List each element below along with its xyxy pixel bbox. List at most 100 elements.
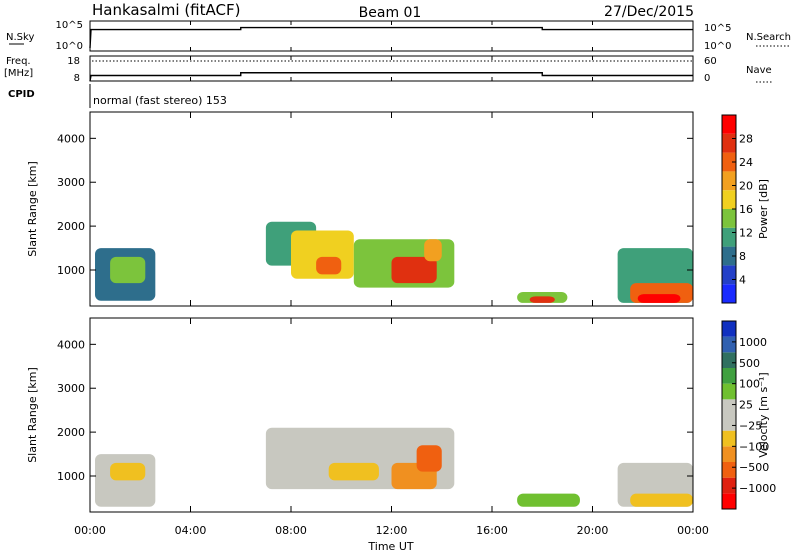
power-colorbar-segment: [722, 115, 736, 134]
power-echo-region: [637, 294, 681, 303]
power-y-axis: 1000 2000 3000 4000: [57, 132, 693, 277]
beam-title: Beam 01: [359, 5, 422, 21]
x-axis-label: Time UT: [367, 540, 413, 553]
power-colorbar-segment: [722, 209, 736, 228]
cpid-text: normal (fast stereo) 153: [93, 94, 227, 107]
power-colorbar-segment: [722, 152, 736, 172]
velocity-echo-region: [630, 493, 693, 507]
velocity-colorbar-segment: [722, 321, 736, 337]
nsky-panel: N.Sky 10^5 10^0 10^5 10^0 N.Search: [6, 20, 791, 52]
velocity-colorbar-segment: [722, 383, 736, 400]
power-colorbar-segment: [722, 265, 736, 285]
station-title: Hankasalmi (fitACF): [92, 1, 240, 19]
velocity-colorbar-segment: [722, 399, 736, 415]
velocity-colorbar-tick-label: 500: [739, 357, 760, 370]
velocity-colorbar-label: Velocity [m s⁻¹]: [757, 372, 770, 457]
velocity-colorbar-segment: [722, 430, 736, 447]
velocity-echo-region: [328, 462, 379, 481]
x-tick-label: 08:00: [275, 524, 307, 537]
cpid-label: CPID: [8, 89, 35, 100]
power-colorbar-tick-label: 8: [739, 250, 746, 263]
velocity-colorbar-frame: [721, 320, 737, 510]
velocity-colorbar-tick-label: −100: [739, 440, 769, 453]
nave-tick-top: 60: [704, 56, 717, 67]
power-colorbar-tick-label: 28: [739, 133, 753, 146]
power-colorbar-tick-label: 16: [739, 203, 753, 216]
velocity-colorbar-tick-label: 100: [739, 378, 760, 391]
power-colorbar-segment: [722, 227, 736, 247]
date-title: 27/Dec/2015: [604, 4, 694, 20]
nsearch-label: N.Search: [746, 32, 791, 43]
x-tick-label: 00:00: [74, 524, 106, 537]
velocity-echo-region: [517, 493, 580, 507]
velocity-colorbar-segment: [722, 493, 736, 509]
power-ytick-label: 4000: [57, 132, 85, 145]
nsky-series: [89, 26, 693, 49]
power-ytick-label: 1000: [57, 264, 85, 277]
freq-label: Freq.: [6, 56, 31, 67]
nave-tick-bottom: 0: [704, 73, 710, 84]
time-x-axis: 00:00 04:00 08:00 12:00 16:00 20:00 00:00: [74, 21, 709, 537]
power-colorbar-segment: [722, 171, 736, 191]
velocity-ytick-label: 2000: [57, 426, 85, 439]
velocity-colorbar-segment: [722, 415, 736, 431]
power-ytick-label: 3000: [57, 176, 85, 189]
velocity-colorbar-segment: [722, 446, 736, 462]
velocity-echo-region: [110, 462, 146, 481]
power-ytick-label: 2000: [57, 220, 85, 233]
velocity-colorbar-tick-label: −1000: [739, 482, 776, 495]
velocity-colorbar-tick-label: 1000: [739, 336, 767, 349]
power-echo-region: [110, 256, 146, 284]
power-echo-region: [316, 256, 342, 275]
velocity-heatmap-cells: [95, 427, 693, 507]
velocity-echo-region: [95, 454, 156, 507]
power-colorbar: 4 8 12 16 20 24 28: [721, 114, 753, 304]
x-tick-label: 00:00: [677, 524, 709, 537]
power-colorbar-segment: [722, 284, 736, 303]
nave-label: Nave: [746, 65, 772, 76]
velocity-panel: 1000 2000 3000 4000 Slant Range [km] 1000 50…: [26, 317, 776, 513]
x-tick-label: 20:00: [577, 524, 609, 537]
power-echo-region: [529, 296, 555, 303]
nsky-tick-top: 10^5: [56, 20, 83, 31]
velocity-ytick-label: 4000: [57, 338, 85, 351]
velocity-echo-region: [416, 445, 442, 472]
nsearch-tick-bottom: 10^0: [704, 41, 731, 52]
x-tick-label: 12:00: [376, 524, 408, 537]
velocity-colorbar-segment: [722, 352, 736, 368]
power-colorbar-segment: [722, 133, 736, 153]
freq-tick-bottom: 8: [74, 73, 80, 84]
power-ylabel: Slant Range [km]: [26, 161, 39, 257]
power-colorbar-segment: [722, 190, 736, 209]
velocity-colorbar-segment: [722, 477, 736, 494]
velocity-colorbar: 1000 500 100 25 −25 −100 −500 −1000: [721, 320, 776, 510]
velocity-colorbar-segment: [722, 336, 736, 353]
velocity-colorbar-tick-label: −500: [739, 461, 769, 474]
freq-panel: Freq. [MHz] 18 8 60 0 Nave: [4, 55, 772, 84]
x-tick-label: 16:00: [476, 524, 508, 537]
power-colorbar-tick-label: 24: [739, 156, 753, 169]
nsky-label: N.Sky: [6, 32, 34, 43]
velocity-ylabel: Slant Range [km]: [26, 367, 39, 463]
nsky-tick-bottom: 10^0: [56, 41, 83, 52]
power-heatmap-cells: [95, 221, 693, 303]
x-tick-label: 04:00: [175, 524, 207, 537]
velocity-ytick-label: 1000: [57, 470, 85, 483]
velocity-ytick-label: 3000: [57, 382, 85, 395]
velocity-colorbar-tick-label: −25: [739, 419, 762, 432]
power-echo-region: [391, 256, 437, 284]
power-panel: 1000 2000 3000 4000 Slant Range [km] 4 8 12 16…: [26, 111, 770, 307]
power-colorbar-tick-label: 4: [739, 274, 746, 287]
velocity-y-axis: 1000 2000 3000 4000: [57, 338, 693, 483]
nsearch-tick-top: 10^5: [704, 23, 731, 34]
velocity-colorbar-segment: [722, 368, 736, 384]
freq-series: [89, 72, 693, 82]
freq-unit: [MHz]: [4, 68, 33, 79]
power-colorbar-tick-label: 12: [739, 227, 753, 240]
power-colorbar-segment: [722, 246, 736, 266]
freq-tick-top: 18: [67, 56, 80, 67]
power-colorbar-label: Power [dB]: [757, 179, 770, 239]
velocity-colorbar-segment: [722, 462, 736, 478]
velocity-colorbar-tick-label: 25: [739, 399, 753, 412]
